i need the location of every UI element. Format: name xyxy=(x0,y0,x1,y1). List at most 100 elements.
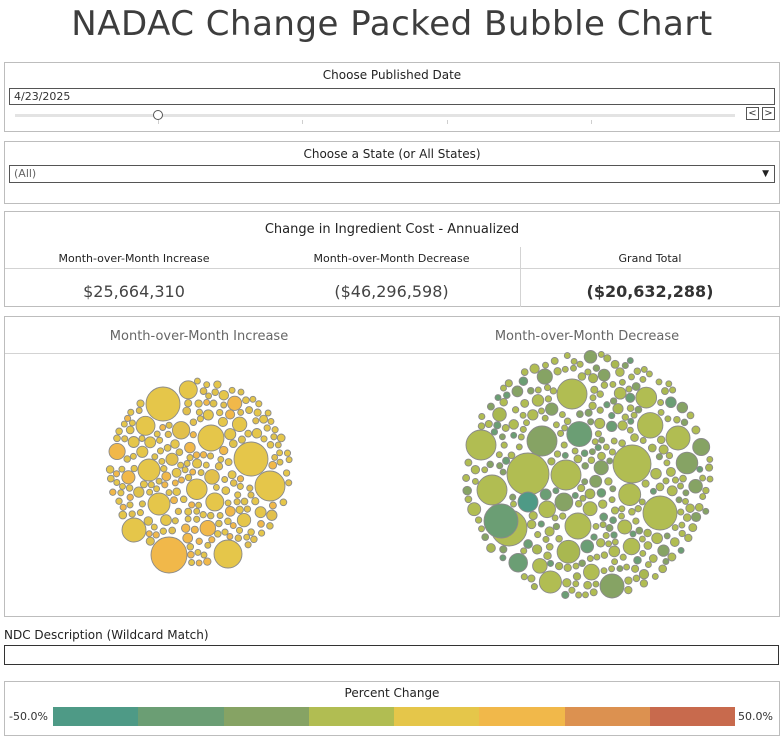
decrease-bubble[interactable] xyxy=(508,419,519,430)
decrease-bubble[interactable] xyxy=(538,500,556,519)
decrease-bubble[interactable] xyxy=(706,475,714,483)
decrease-bubble[interactable] xyxy=(483,503,519,539)
decrease-bubble[interactable] xyxy=(686,411,695,420)
increase-bubble[interactable] xyxy=(199,387,208,395)
decrease-bubble[interactable] xyxy=(691,511,702,523)
decrease-bubble[interactable] xyxy=(587,456,596,464)
increase-bubble[interactable] xyxy=(203,381,211,389)
increase-bubble[interactable] xyxy=(205,492,225,512)
increase-bubble[interactable] xyxy=(121,435,129,443)
decrease-bubble[interactable] xyxy=(496,462,504,470)
increase-bubble[interactable] xyxy=(199,451,208,459)
increase-bubble[interactable] xyxy=(182,532,194,544)
decrease-bubble[interactable] xyxy=(685,503,695,513)
increase-bubble[interactable] xyxy=(283,449,292,457)
increase-bubble[interactable] xyxy=(204,541,212,549)
decrease-bubble[interactable] xyxy=(531,544,543,555)
increase-bubble[interactable] xyxy=(181,523,191,533)
increase-bubble[interactable] xyxy=(144,436,157,449)
decrease-bubble[interactable] xyxy=(639,579,649,588)
decrease-bubble[interactable] xyxy=(634,405,643,414)
decrease-bubble[interactable] xyxy=(632,517,640,525)
decrease-bubble[interactable] xyxy=(559,512,567,520)
decrease-bubble[interactable] xyxy=(608,565,616,573)
increase-bubble[interactable] xyxy=(276,449,284,457)
decrease-bubble[interactable] xyxy=(610,531,618,539)
decrease-bubble[interactable] xyxy=(494,394,502,402)
increase-bubble[interactable] xyxy=(121,517,147,543)
increase-bubble[interactable] xyxy=(213,380,222,389)
increase-bubble[interactable] xyxy=(236,512,252,528)
decrease-bubble[interactable] xyxy=(597,368,611,382)
decrease-bubble[interactable] xyxy=(564,512,592,540)
decrease-bubble[interactable] xyxy=(571,447,579,455)
decrease-bubble[interactable] xyxy=(557,429,565,437)
increase-bubble[interactable] xyxy=(268,460,278,470)
increase-bubble[interactable] xyxy=(181,466,189,474)
decrease-bubble[interactable] xyxy=(630,411,638,419)
decrease-bubble[interactable] xyxy=(677,482,684,490)
increase-bubble[interactable] xyxy=(267,417,275,425)
increase-bubble[interactable] xyxy=(244,429,253,438)
increase-bubble[interactable] xyxy=(206,452,215,460)
increase-bubble[interactable] xyxy=(163,444,172,452)
decrease-bubble[interactable] xyxy=(630,433,639,442)
increase-bubble[interactable] xyxy=(171,517,179,525)
decrease-bubble[interactable] xyxy=(639,375,647,383)
decrease-bubble[interactable] xyxy=(616,565,624,573)
increase-bubble[interactable] xyxy=(266,522,274,530)
increase-bubble[interactable] xyxy=(184,473,193,482)
decrease-bubble[interactable] xyxy=(580,449,589,457)
increase-bubble[interactable] xyxy=(127,408,135,416)
decrease-bubble[interactable] xyxy=(600,381,609,389)
decrease-bubble[interactable] xyxy=(603,401,611,409)
decrease-bubble[interactable] xyxy=(608,545,621,558)
increase-bubble[interactable] xyxy=(130,464,138,473)
increase-bubble[interactable] xyxy=(227,395,243,411)
decrease-bubble[interactable] xyxy=(537,520,545,528)
decrease-bubble[interactable] xyxy=(664,415,672,423)
increase-bubble[interactable] xyxy=(276,433,286,443)
decrease-bubble[interactable] xyxy=(671,524,679,532)
decrease-bubble[interactable] xyxy=(588,373,599,384)
decrease-bubble[interactable] xyxy=(599,521,607,529)
increase-bubble[interactable] xyxy=(189,418,198,426)
decrease-bubble[interactable] xyxy=(696,465,704,473)
increase-bubble[interactable] xyxy=(174,507,183,516)
decrease-bubble[interactable] xyxy=(549,387,558,395)
decrease-bubble[interactable] xyxy=(556,378,588,410)
increase-bubble[interactable] xyxy=(237,435,246,444)
decrease-bubble[interactable] xyxy=(520,368,529,376)
decrease-bubble[interactable] xyxy=(492,407,507,422)
decrease-bubble[interactable] xyxy=(667,552,677,562)
decrease-bubble[interactable] xyxy=(633,367,642,375)
decrease-bubble[interactable] xyxy=(682,513,692,522)
decrease-bubble[interactable] xyxy=(679,474,687,483)
increase-bubble[interactable] xyxy=(118,510,128,520)
decrease-bubble[interactable] xyxy=(597,451,606,461)
decrease-bubble[interactable] xyxy=(593,460,609,476)
decrease-bubble[interactable] xyxy=(530,583,538,591)
decrease-bubble[interactable] xyxy=(657,408,665,416)
date-slider-thumb[interactable] xyxy=(153,110,163,120)
decrease-bubble[interactable] xyxy=(545,542,554,551)
decrease-bubble[interactable] xyxy=(495,451,503,459)
decrease-bubble[interactable] xyxy=(544,526,555,537)
increase-bubble[interactable] xyxy=(147,492,171,516)
decrease-bubble[interactable] xyxy=(499,554,507,562)
decrease-bubble[interactable] xyxy=(481,533,490,541)
increase-bubble[interactable] xyxy=(172,487,181,497)
decrease-bubble[interactable] xyxy=(618,505,626,513)
decrease-bubble[interactable] xyxy=(509,493,517,501)
decrease-bubble[interactable] xyxy=(657,399,665,406)
increase-bubble[interactable] xyxy=(186,543,195,551)
decrease-bubble[interactable] xyxy=(677,508,685,516)
increase-bubble[interactable] xyxy=(279,498,288,507)
decrease-bubble[interactable] xyxy=(609,380,617,388)
increase-bubble[interactable] xyxy=(159,424,167,431)
increase-bubble[interactable] xyxy=(146,488,154,496)
decrease-bubble[interactable] xyxy=(637,412,664,439)
decrease-bubble[interactable] xyxy=(510,431,518,439)
decrease-bubble[interactable] xyxy=(621,413,629,421)
decrease-bubble[interactable] xyxy=(665,466,676,477)
